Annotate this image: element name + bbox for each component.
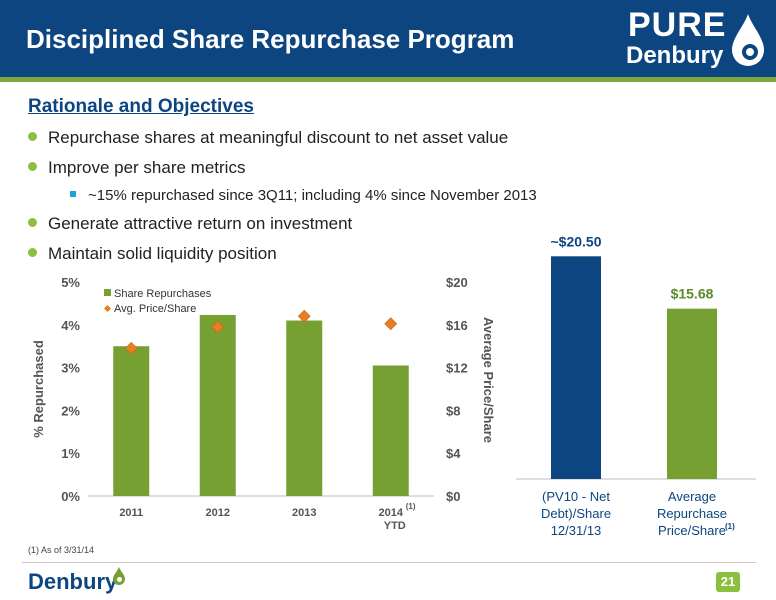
y2-tick-label: $0 — [446, 489, 460, 504]
footnote-marker: (1) — [725, 522, 735, 531]
x-tick-label: Price/Share — [658, 523, 726, 538]
footer-logo-text: Denbury — [28, 569, 118, 594]
header-accent-rule — [0, 77, 776, 82]
footnote: (1) As of 3/31/14 — [28, 545, 95, 555]
bullet-dot-icon — [28, 218, 37, 228]
bar — [372, 365, 409, 496]
x-tick-label: 2011 — [119, 507, 143, 519]
x-tick-label: Average — [668, 489, 716, 504]
y-tick-label: 3% — [61, 361, 80, 376]
legend-label: Share Repurchases — [114, 288, 212, 300]
y2-axis-title: Average Price/Share — [481, 317, 496, 443]
legend-bar-swatch — [104, 289, 111, 296]
y2-tick-label: $12 — [446, 361, 468, 376]
rationale-heading: Rationale and Objectives — [28, 96, 254, 117]
x-tick-label: Repurchase — [657, 506, 727, 521]
y-axis-title: % Repurchased — [31, 340, 46, 438]
legend-marker-swatch — [104, 305, 111, 312]
price-marker — [211, 320, 225, 334]
y-tick-label: 1% — [61, 446, 80, 461]
bullet-dot-icon — [28, 132, 37, 142]
price-marker — [384, 317, 398, 331]
data-label: $15.68 — [671, 286, 714, 302]
footer-drop-icon — [113, 567, 125, 585]
x-tick-label: Debt)/Share — [541, 506, 611, 521]
x-tick-label: 2013 — [292, 507, 316, 519]
bullet-dot-icon — [28, 248, 37, 258]
sub-bullet-item: ~15% repurchased since 3Q11; including 4… — [70, 187, 537, 204]
bullet-item: Generate attractive return on investment — [28, 214, 352, 234]
y-tick-label: 5% — [61, 275, 80, 290]
header-bar: Disciplined Share Repurchase Program PUR… — [0, 0, 776, 77]
y-tick-label: 2% — [61, 403, 80, 418]
bar — [667, 308, 717, 479]
water-drop-icon — [732, 14, 764, 66]
logo-pure-text: PURE — [628, 6, 727, 44]
y2-tick-label: $20 — [446, 275, 468, 290]
y2-tick-label: $4 — [446, 446, 461, 461]
logo-denbury-text: Denbury — [626, 42, 724, 69]
data-label: ~$20.50 — [551, 233, 602, 249]
bar — [286, 320, 323, 496]
y2-tick-label: $8 — [446, 403, 460, 418]
price-marker — [124, 341, 138, 355]
bar — [199, 314, 236, 496]
bullet-item: Maintain solid liquidity position — [28, 244, 277, 264]
x-tick-label: 2014 — [379, 507, 404, 519]
x-tick-label: (PV10 - Net — [542, 489, 610, 504]
x-tick-sublabel: YTD — [384, 520, 406, 532]
y-tick-label: 0% — [61, 489, 80, 504]
bar — [113, 346, 150, 496]
x-tick-label: 12/31/13 — [551, 523, 602, 538]
square-bullet-icon — [70, 191, 76, 198]
page-number: 21 — [716, 572, 740, 592]
y2-tick-label: $16 — [446, 318, 468, 333]
page-title: Disciplined Share Repurchase Program — [26, 24, 515, 54]
legend-label: Avg. Price/Share — [114, 303, 196, 315]
bar — [551, 256, 601, 479]
price-marker — [297, 309, 311, 323]
bullet-item: Improve per share metrics — [28, 158, 245, 178]
y-tick-label: 4% — [61, 318, 80, 333]
bullet-item: Repurchase shares at meaningful discount… — [28, 128, 508, 148]
x-tick-label: 2012 — [206, 507, 230, 519]
footer-divider — [22, 562, 756, 563]
bullet-dot-icon — [28, 162, 37, 172]
footnote-marker: (1) — [406, 502, 416, 511]
